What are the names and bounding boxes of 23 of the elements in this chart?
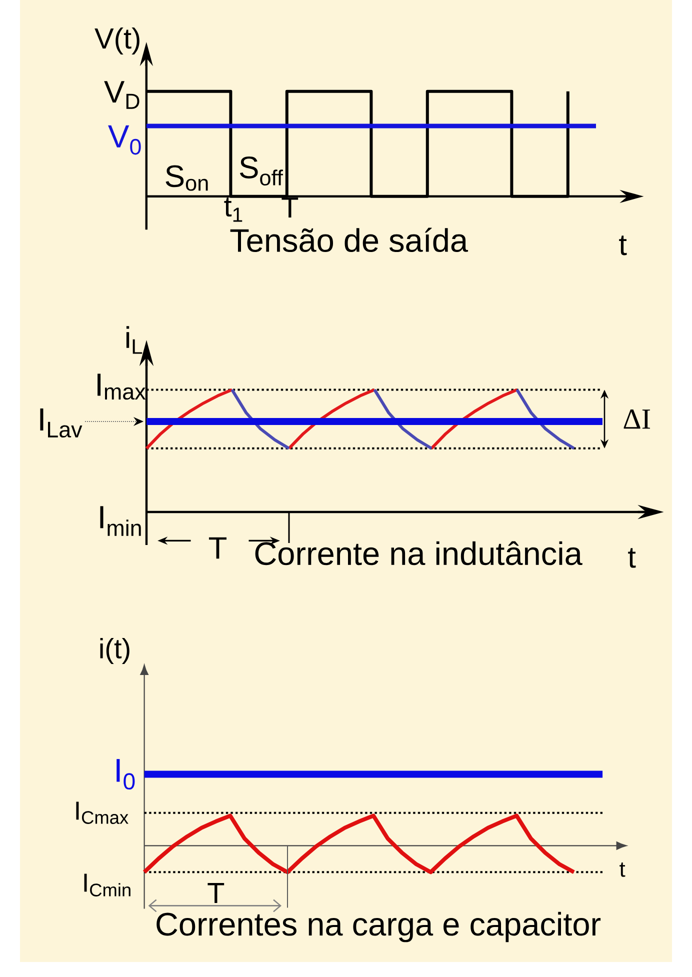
text: Corrente na indutância [255, 541, 582, 566]
text: V$_{D}$ [104, 81, 140, 109]
ref-line-label: I$_{Cmax}$ [76, 802, 128, 824]
x-axis-title: t [628, 548, 636, 568]
x-axis-title: t [619, 236, 627, 256]
text: Tensão de saída [230, 228, 468, 252]
text: I$_{Lav}$ [40, 408, 82, 438]
y-axis-title: i(t) [100, 638, 130, 664]
y-axis-title: V(t) [94, 27, 140, 55]
annotation: S$_{off}$ [240, 156, 283, 186]
x-tick-label: t$_{1}$ [224, 198, 242, 222]
series-label: V$_{0}$ [108, 125, 141, 155]
ref-line-label: I$_{Cmin}$ [84, 874, 130, 896]
annotation: S$_{on}$ [166, 165, 208, 191]
text: Correntes na carga e capacitor [156, 912, 601, 942]
series-label: I$_{0}$ [116, 759, 135, 790]
text: I$_{min}$ [100, 506, 141, 536]
y-axis-title: i$_{L}$ [126, 326, 142, 354]
x-axis-title: t [620, 862, 626, 877]
text: ΔI [624, 409, 650, 429]
ref-line-label: I$_{max}$ [98, 374, 146, 400]
text: T [208, 537, 227, 559]
text: T [208, 883, 224, 903]
